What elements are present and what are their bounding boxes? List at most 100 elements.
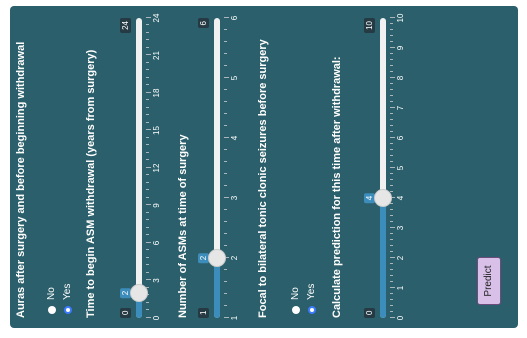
slider-minor-tick — [390, 113, 393, 114]
asm-time-heading: Time to begin ASM withdrawal (years from… — [85, 49, 97, 318]
slider-minor-tick — [146, 264, 149, 266]
slider-minor-tick — [146, 182, 149, 183]
slider-min-label: 1 — [198, 307, 209, 318]
slider-tick-label: 15 — [152, 126, 161, 135]
auras-option-yes-label: Yes — [62, 283, 73, 300]
slider-tick — [146, 167, 151, 168]
slider-minor-tick — [224, 305, 227, 306]
slider-tick — [224, 197, 229, 198]
slider-tick — [146, 17, 151, 18]
slider-minor-tick — [146, 24, 149, 26]
slider-tick — [390, 317, 395, 318]
slider-minor-tick — [390, 179, 393, 180]
slider-minor-tick — [224, 173, 227, 174]
slider-minor-tick — [146, 197, 149, 198]
slider-tick-label: 8 — [396, 75, 405, 81]
pred-time-heading: Calculate prediction for this time after… — [331, 56, 343, 318]
slider-track[interactable] — [136, 18, 142, 318]
slider-min-label: 0 — [364, 307, 375, 318]
slider-minor-tick — [224, 245, 227, 246]
slider-minor-tick — [390, 155, 393, 156]
slider-minor-tick — [146, 234, 149, 236]
slider-tick-label: 3 — [230, 195, 239, 201]
slider-tick — [390, 167, 395, 168]
slider-minor-tick — [390, 131, 393, 132]
slider-minor-tick — [224, 221, 227, 222]
slider-minor-tick — [146, 144, 149, 146]
slider-tick-label: 12 — [152, 163, 161, 173]
slider-minor-tick — [224, 161, 227, 162]
slider-minor-tick — [390, 215, 393, 216]
slider-minor-tick — [146, 159, 149, 161]
focal-option-yes-label: Yes — [306, 283, 317, 300]
slider-minor-tick — [146, 152, 149, 153]
slider-minor-tick — [390, 281, 393, 282]
slider-minor-tick — [390, 251, 393, 252]
slider-minor-tick — [146, 227, 149, 228]
slider-minor-tick — [224, 293, 227, 294]
slider-minor-tick — [146, 32, 149, 33]
slider-tick — [390, 227, 395, 228]
slider-tick — [146, 129, 151, 131]
slider-tick — [390, 17, 395, 18]
slider-handle[interactable] — [374, 189, 392, 207]
slider-handle[interactable] — [208, 249, 226, 267]
slider-minor-tick — [146, 189, 149, 191]
slider-minor-tick — [146, 302, 149, 303]
slider-tick-label: 1 — [396, 285, 405, 291]
slider-tick-label: 4 — [396, 195, 405, 201]
predict-button[interactable]: Predict — [477, 257, 501, 305]
slider-minor-tick — [224, 41, 227, 42]
radio-selected-icon — [64, 306, 72, 314]
slider-minor-tick — [224, 101, 227, 102]
slider-minor-tick — [224, 281, 227, 282]
slider-tick — [146, 54, 151, 56]
slider-minor-tick — [390, 119, 393, 120]
slider-minor-tick — [146, 249, 149, 251]
slider-tick — [390, 257, 395, 258]
slider-minor-tick — [146, 122, 149, 123]
slider-minor-tick — [224, 149, 227, 150]
slider-minor-tick — [390, 191, 393, 192]
num-asms-heading: Number of ASMs at time of surgery — [177, 134, 189, 318]
slider-minor-tick — [146, 47, 149, 48]
slider-minor-tick — [390, 233, 393, 234]
slider-minor-tick — [390, 209, 393, 210]
slider-minor-tick — [390, 41, 393, 42]
slider-tick-label: 2 — [230, 255, 239, 261]
slider-min-label: 0 — [120, 307, 131, 318]
slider-tick-label: 5 — [230, 75, 239, 81]
slider-minor-tick — [390, 53, 393, 54]
slider-minor-tick — [390, 311, 393, 312]
slider-fill — [214, 258, 220, 318]
slider-tick-label: 5 — [396, 165, 405, 171]
slider-minor-tick — [224, 209, 227, 210]
slider-tick-label: 4 — [230, 135, 239, 141]
slider-tick — [224, 17, 229, 18]
slider-minor-tick — [146, 62, 149, 63]
slider-minor-tick — [146, 272, 149, 273]
slider-minor-tick — [390, 239, 393, 240]
slider-minor-tick — [224, 89, 227, 90]
slider-minor-tick — [146, 137, 149, 138]
slider-minor-tick — [146, 107, 149, 108]
slider-tick — [146, 242, 151, 243]
slider-handle[interactable] — [130, 284, 148, 302]
radio-unselected-icon — [292, 306, 300, 314]
pred-time-slider[interactable]: 0 10 4 0 1 2 3 4 5 6 7 8 9 10 — [364, 14, 406, 320]
slider-minor-tick — [146, 174, 149, 176]
slider-minor-tick — [146, 39, 149, 41]
slider-minor-tick — [390, 305, 393, 306]
slider-fill — [380, 198, 386, 318]
slider-minor-tick — [146, 219, 149, 221]
slider-tick-label: 18 — [152, 88, 161, 98]
slider-minor-tick — [390, 143, 393, 144]
slider-max-label: 24 — [120, 18, 131, 33]
slider-minor-tick — [390, 263, 393, 264]
slider-minor-tick — [146, 114, 149, 116]
asm-time-slider[interactable]: 0 24 2 0 3 6 9 12 15 18 21 24 — [120, 14, 162, 321]
slider-minor-tick — [146, 84, 149, 86]
slider-tick-label: 0 — [152, 315, 161, 321]
slider-minor-tick — [146, 309, 149, 311]
